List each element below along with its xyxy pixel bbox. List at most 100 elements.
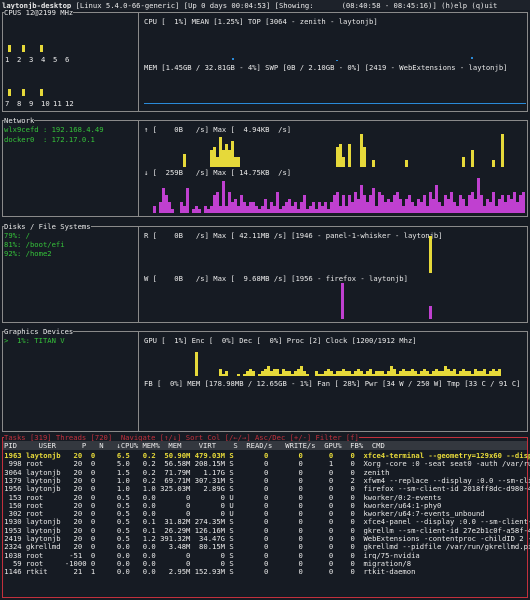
- download-bar: [192, 209, 195, 213]
- process-row[interactable]: 1956 laytonjb 20 0 1.0 1.0 325.03M 2.89G…: [0, 484, 530, 494]
- download-bar: [477, 178, 480, 213]
- download-bar: [429, 192, 432, 213]
- process-row[interactable]: 1146 rtkit 21 1 0.0 0.0 2.95M 152.93M S …: [0, 567, 416, 577]
- process-row[interactable]: 302 root 20 0 0.5 0.0 0 0 U 0 0 0 0 kwor…: [0, 509, 485, 519]
- gpu-bar: [441, 371, 444, 376]
- gpu-bar: [423, 369, 426, 376]
- download-bar: [381, 195, 384, 213]
- gpu-bar: [246, 371, 249, 376]
- gpu-bar: [390, 366, 393, 376]
- network-panel: [2, 120, 528, 217]
- cpu-core-label: 7: [5, 99, 10, 108]
- process-row[interactable]: 1038 root -51 0 0.0 0.0 0 0 S 0 0 0 0 ir…: [0, 550, 420, 560]
- process-row[interactable]: 1379 laytonjb 20 0 1.0 0.2 69.71M 307.31…: [0, 475, 530, 485]
- showing-range: (08:40:58 - 08:45:16)]: [341, 1, 437, 10]
- download-bar: [408, 195, 411, 213]
- help-quit[interactable]: (h)elp (q)uit: [441, 1, 498, 10]
- upload-bar: [234, 157, 237, 167]
- download-bar: [438, 202, 441, 213]
- download-bar: [294, 202, 297, 213]
- download-bar: [507, 195, 510, 213]
- download-bar: [204, 206, 207, 213]
- download-bar: [219, 206, 222, 213]
- gpu-panel: [2, 331, 528, 432]
- process-row[interactable]: 150 root 20 0 0.5 0.0 0 0 U 0 0 0 0 kwor…: [0, 500, 442, 510]
- gpu-bar: [243, 374, 246, 376]
- download-bar: [519, 195, 522, 213]
- gpu-bar: [276, 369, 279, 376]
- process-row[interactable]: 1963 laytonjb 20 0 6.5 0.2 50.90M 479.03…: [0, 451, 530, 460]
- process-row[interactable]: 1930 laytonjb 20 0 0.5 0.1 31.82M 274.35…: [0, 517, 530, 527]
- process-row[interactable]: 153 root 20 0 0.5 0.0 0 0 U 0 0 0 0 kwor…: [0, 492, 442, 502]
- cpu-core-label: 5: [53, 55, 58, 64]
- upload-bar: [210, 150, 213, 167]
- gpu-bar: [411, 369, 414, 376]
- kernel-version: [Linux 5.4.0-66-generic]: [75, 1, 180, 10]
- cpu-core-label: 1: [5, 55, 10, 64]
- gpu-bar: [453, 369, 456, 376]
- download-bar: [333, 195, 336, 213]
- cpu-core-label: 8: [17, 99, 22, 108]
- filesystem-root: 79%: /: [4, 231, 30, 240]
- title-bar: [0, 0, 530, 10]
- disk-write-bar: [429, 306, 432, 319]
- gpu-bar: [294, 371, 297, 376]
- gpu-bar: [399, 371, 402, 376]
- gpu-bar: [498, 369, 501, 376]
- gpu-bar: [495, 371, 498, 376]
- download-bar: [291, 206, 294, 213]
- process-row[interactable]: 59 root -1000 0 0.0 0.0 0 0 S 0 0 0 0 mi…: [0, 558, 412, 568]
- cpu-usage-line: [144, 103, 526, 104]
- gpu-bar: [258, 374, 261, 376]
- disk-panel-title: Disks / File Systems: [4, 222, 91, 231]
- process-row[interactable]: 998 root 20 0 5.0 0.2 56.58M 208.15M S 0…: [0, 459, 530, 469]
- upload-bar: [336, 147, 339, 167]
- download-bar: [273, 206, 276, 213]
- cpu-panel: [2, 12, 528, 112]
- gpu-device[interactable]: > 1%: TITAN V: [4, 336, 65, 345]
- download-bar: [321, 206, 324, 213]
- gpu-stats: GPU [ 1%] Enc [ 0%] Dec [ 0%] Proc [2] C…: [144, 336, 417, 345]
- gpu-bar: [426, 371, 429, 376]
- gpu-bar: [468, 371, 471, 376]
- gpu-bar: [270, 371, 273, 376]
- download-bar: [153, 206, 156, 213]
- upload-bar: [183, 154, 186, 167]
- download-bar: [252, 202, 255, 213]
- download-bar: [459, 195, 462, 213]
- download-bar: [468, 195, 471, 213]
- upload-bar: [216, 157, 219, 167]
- gpu-bar: [222, 374, 225, 376]
- upload-bar: [237, 157, 240, 167]
- gpu-bar: [321, 374, 324, 376]
- gpu-bar: [381, 371, 384, 376]
- gpu-bar: [471, 374, 474, 376]
- download-bar: [471, 192, 474, 213]
- download-bar: [402, 206, 405, 213]
- gpu-bar: [225, 371, 228, 376]
- download-bar: [501, 195, 504, 213]
- gpu-bar: [372, 374, 375, 376]
- gpu-panel-title: Graphics Devices: [4, 327, 74, 336]
- cpu-core-label: 9: [29, 99, 34, 108]
- process-row[interactable]: 1953 laytonjb 20 0 0.5 0.1 26.29M 126.16…: [0, 525, 530, 535]
- mem-summary: MEM [1.45GB / 32.81GB - 4%] SWP [0B / 2.…: [144, 63, 508, 72]
- filesystem-boot-efi: 81%: /boot/efi: [4, 240, 65, 249]
- gpu-bar: [315, 371, 318, 376]
- process-row[interactable]: 2419 laytonjb 20 0 0.5 1.2 391.32M 34.47…: [0, 534, 530, 543]
- cpu-core-label: 12: [65, 99, 74, 108]
- gpu-bar: [303, 371, 306, 376]
- download-bar: [312, 202, 315, 213]
- download-bar: [411, 202, 414, 213]
- gpu-bar: [249, 369, 252, 376]
- download-bar: [162, 188, 165, 213]
- process-table-header[interactable]: PID USER P N ↓CPU% MEM% MEM VIRT S READ/…: [4, 441, 385, 450]
- download-bar: [258, 209, 261, 213]
- process-row[interactable]: 3064 laytonjb 20 0 1.5 0.2 71.79M 1.17G …: [0, 467, 390, 477]
- gpu-bar: [438, 371, 441, 376]
- gpu-bar: [480, 371, 483, 376]
- upload-bar: [219, 137, 222, 167]
- download-bar: [513, 192, 516, 213]
- download-bar: [336, 192, 339, 213]
- process-row[interactable]: 2324 gkrellmd 20 0 0.0 0.0 3.48M 80.15M …: [0, 542, 530, 552]
